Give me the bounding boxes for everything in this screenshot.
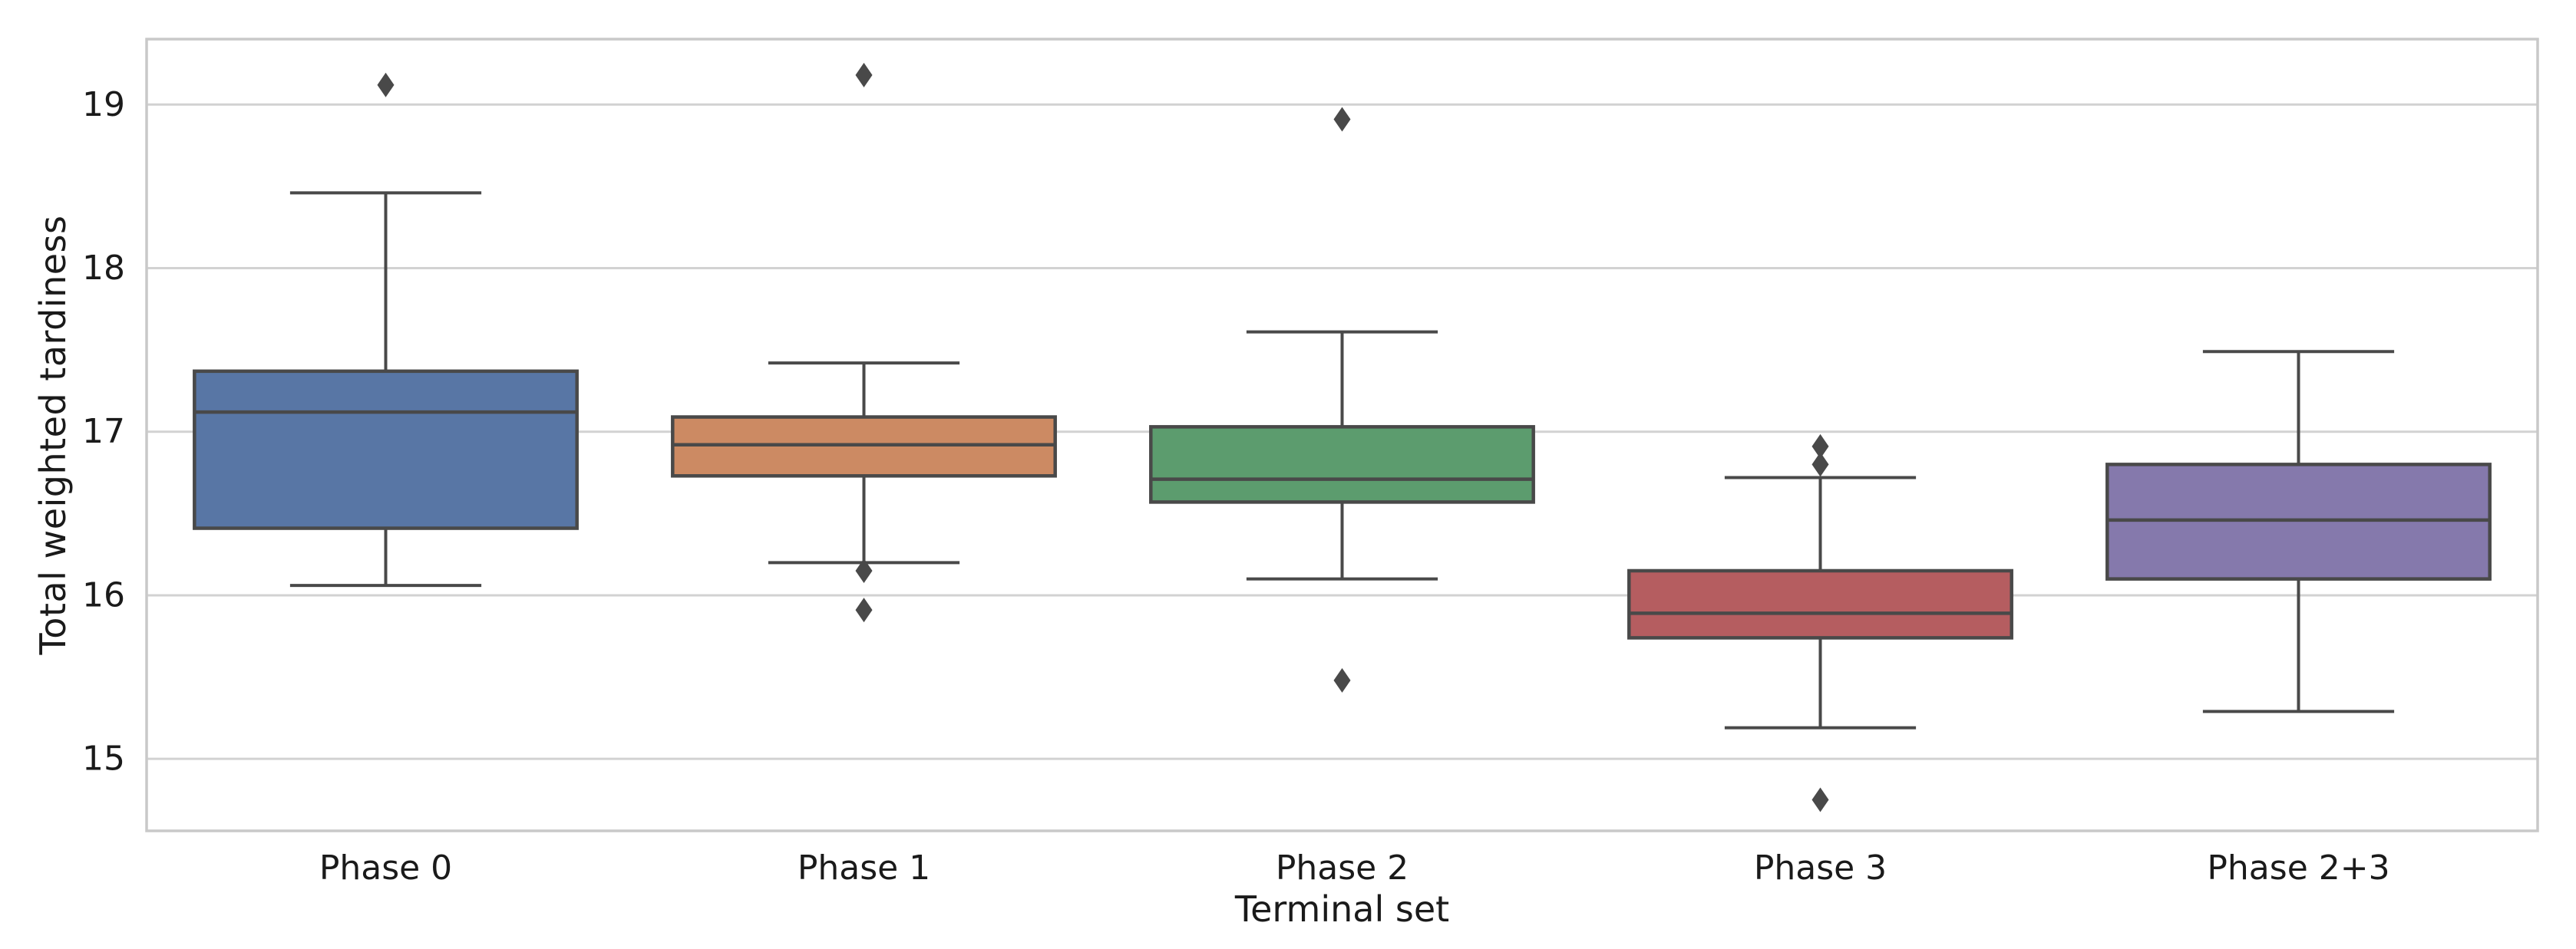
outlier-point	[855, 558, 873, 583]
y-axis-title: Total weighted tardiness	[32, 215, 74, 655]
outlier-point	[377, 72, 395, 97]
x-category-label: Phase 1	[798, 848, 930, 888]
outlier-point	[1333, 107, 1351, 132]
y-tick-label: 18	[82, 249, 125, 288]
outlier-point	[1811, 787, 1829, 812]
x-category-label: Phase 0	[319, 848, 452, 888]
outlier-point	[855, 598, 873, 623]
box-phase-0	[193, 369, 579, 530]
outlier-point	[1811, 452, 1829, 477]
box-phase-2	[1149, 425, 1535, 504]
outlier-point	[855, 62, 873, 87]
y-tick-label: 19	[82, 85, 125, 124]
y-tick-label: 15	[82, 740, 125, 779]
outlier-point	[1333, 667, 1351, 693]
plot-border	[145, 38, 2539, 832]
box-phase-3	[1627, 568, 2013, 640]
x-axis-title: Terminal set	[1234, 888, 1450, 930]
x-category-label: Phase 3	[1754, 848, 1887, 888]
outlier-point	[1811, 433, 1829, 459]
x-category-label: Phase 2+3	[2207, 848, 2389, 888]
x-category-label: Phase 2	[1276, 848, 1409, 888]
y-tick-label: 16	[82, 575, 125, 615]
y-tick-label: 17	[82, 412, 125, 451]
